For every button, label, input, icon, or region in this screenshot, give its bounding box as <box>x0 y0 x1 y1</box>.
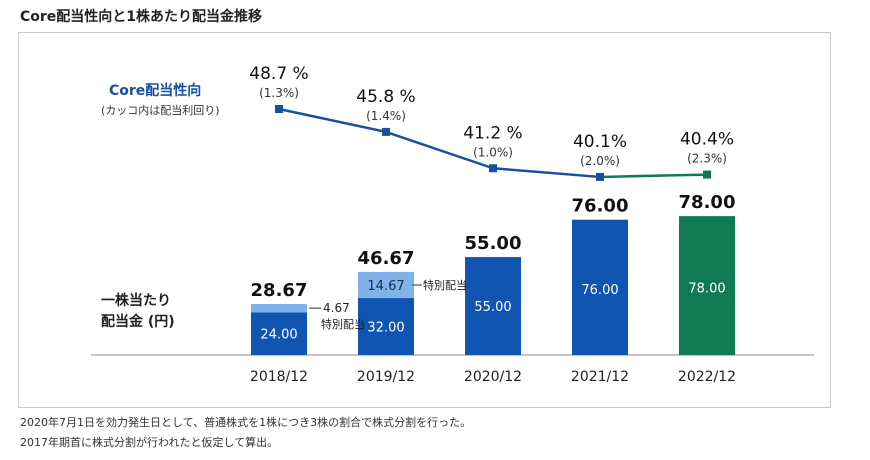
bar-regular-2020-12 <box>465 257 521 355</box>
bar-special-2019-12 <box>358 271 414 299</box>
bar-value-label: 55.00 <box>474 300 511 315</box>
dividend-yield-label: (2.0%) <box>580 154 620 168</box>
bar-special-2018-12 <box>251 303 307 313</box>
bar-total-label: 55.00 <box>465 233 522 254</box>
bar-value-label: 24.00 <box>260 328 297 343</box>
page-title: Core配当性向と1株あたり配当金推移 <box>20 9 263 25</box>
dividend-chart: Core配当性向 (カッコ内は配当利回り) 一株当たり 配当金 (円) 24.0… <box>91 64 814 385</box>
x-tick-label: 2018/12 <box>250 369 308 385</box>
line-series-label: Core配当性向 <box>109 82 201 99</box>
bar-total-label: 28.67 <box>251 280 308 301</box>
payout-line-segment <box>278 107 387 134</box>
bar-regular-2021-12 <box>572 219 628 355</box>
chart-frame: Core配当性向 (カッコ内は配当利回り) 一株当たり 配当金 (円) 24.0… <box>18 32 831 408</box>
footnote-2: 2017年期首に株式分割が行われたと仮定して算出。 <box>20 436 279 449</box>
payout-point <box>596 172 604 181</box>
payout-point <box>703 170 711 179</box>
dividend-yield-label: (1.4%) <box>366 109 406 123</box>
footnote-1: 2020年7月1日を効力発生日として、普通株式を1株につき3株の割合で株式分割を… <box>20 416 472 429</box>
bar-series-label: 一株当たり <box>101 292 171 309</box>
special-value-label: 14.67 <box>367 279 404 294</box>
payout-point <box>382 127 390 136</box>
payout-ratio-label: 40.1% <box>573 132 627 152</box>
payout-point <box>275 105 283 113</box>
dividend-yield-label: (1.3%) <box>259 86 299 100</box>
payout-line-segment <box>599 173 708 179</box>
x-tick-label: 2022/12 <box>678 369 736 385</box>
payout-ratio-label: 48.7 % <box>249 64 308 84</box>
dividend-yield-label: (1.0%) <box>473 145 513 159</box>
bar-series-label-unit: 配当金 (円) <box>101 313 175 330</box>
x-tick-label: 2020/12 <box>464 369 522 385</box>
bar-value-label: 76.00 <box>581 283 618 298</box>
special-dividend-label: 特別配当 <box>321 317 365 331</box>
special-value-label: 4.67 <box>323 301 350 315</box>
payout-ratio-label: 45.8 % <box>356 87 415 107</box>
bar-total-label: 76.00 <box>572 196 629 217</box>
bar-regular-2018-12 <box>251 312 307 355</box>
bar-value-label: 78.00 <box>688 282 725 297</box>
bar-total-label: 78.00 <box>679 192 736 213</box>
payout-line-segment <box>385 130 494 170</box>
payout-ratio-label: 41.2 % <box>463 123 522 143</box>
payout-line-segment <box>492 167 601 179</box>
dividend-yield-label: (2.3%) <box>687 152 727 166</box>
special-dividend-label: 特別配当 <box>423 278 467 292</box>
bar-total-label: 46.67 <box>358 248 415 269</box>
x-tick-label: 2019/12 <box>357 369 415 385</box>
bar-regular-2022-12 <box>679 216 735 355</box>
line-series-sublabel: (カッコ内は配当利回り) <box>101 103 220 117</box>
bar-value-label: 32.00 <box>367 321 404 336</box>
payout-ratio-label: 40.4% <box>680 130 734 150</box>
bar-regular-2019-12 <box>358 298 414 355</box>
x-tick-label: 2021/12 <box>571 369 629 385</box>
payout-point <box>489 164 497 173</box>
